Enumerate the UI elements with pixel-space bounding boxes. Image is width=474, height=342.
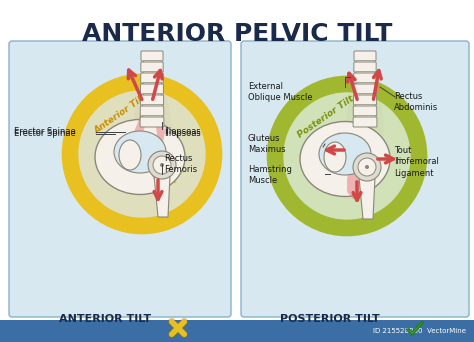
Text: ANTERIOR TILT: ANTERIOR TILT xyxy=(59,314,151,324)
Bar xyxy=(356,104,374,107)
Ellipse shape xyxy=(119,140,141,170)
Bar xyxy=(0,320,474,342)
Ellipse shape xyxy=(324,142,346,172)
Bar xyxy=(356,82,374,85)
Bar xyxy=(355,115,375,118)
Polygon shape xyxy=(125,67,156,162)
Polygon shape xyxy=(406,322,424,335)
FancyBboxPatch shape xyxy=(354,95,377,105)
Text: Tout
Iliofemoral
Ligament: Tout Iliofemoral Ligament xyxy=(394,146,439,177)
Polygon shape xyxy=(370,74,380,100)
Polygon shape xyxy=(154,175,170,217)
Ellipse shape xyxy=(95,119,185,195)
Circle shape xyxy=(153,156,171,174)
Bar xyxy=(143,82,161,85)
FancyBboxPatch shape xyxy=(140,117,164,127)
Circle shape xyxy=(283,92,411,220)
Bar xyxy=(143,71,161,74)
FancyBboxPatch shape xyxy=(241,41,469,317)
Bar xyxy=(143,60,161,63)
Bar xyxy=(142,115,162,118)
FancyBboxPatch shape xyxy=(141,62,163,72)
Polygon shape xyxy=(347,167,363,199)
Text: Iliopsoas: Iliopsoas xyxy=(164,128,201,136)
Text: Erector Spinae: Erector Spinae xyxy=(14,130,76,139)
FancyBboxPatch shape xyxy=(354,73,376,83)
Text: ANTERIOR PELVIC TILT: ANTERIOR PELVIC TILT xyxy=(82,22,392,46)
Text: POSTERIOR TILT: POSTERIOR TILT xyxy=(280,314,380,324)
FancyBboxPatch shape xyxy=(141,51,163,61)
Text: Rectus
Abdominis: Rectus Abdominis xyxy=(394,92,438,112)
FancyBboxPatch shape xyxy=(353,117,377,127)
Bar xyxy=(356,71,374,74)
Polygon shape xyxy=(325,132,350,174)
Ellipse shape xyxy=(319,133,371,175)
Polygon shape xyxy=(148,77,165,147)
Ellipse shape xyxy=(346,82,384,172)
Circle shape xyxy=(353,153,381,181)
FancyBboxPatch shape xyxy=(141,84,164,94)
Text: ID 215528800  VectorMine: ID 215528800 VectorMine xyxy=(373,328,466,334)
FancyBboxPatch shape xyxy=(140,106,164,116)
Ellipse shape xyxy=(300,121,390,197)
Circle shape xyxy=(358,158,376,176)
FancyBboxPatch shape xyxy=(140,95,164,105)
Text: Posterior Tilt: Posterior Tilt xyxy=(296,94,355,139)
Polygon shape xyxy=(143,147,168,192)
Text: Rectus
Femoris: Rectus Femoris xyxy=(164,154,197,174)
FancyBboxPatch shape xyxy=(354,84,376,94)
Bar xyxy=(143,93,162,96)
Bar xyxy=(356,93,374,96)
Text: Anterior Tilt: Anterior Tilt xyxy=(92,93,148,136)
Circle shape xyxy=(78,90,206,218)
Ellipse shape xyxy=(133,82,171,172)
FancyBboxPatch shape xyxy=(9,41,231,317)
Bar xyxy=(356,60,374,63)
Text: Gluteus
Maximus: Gluteus Maximus xyxy=(248,134,286,154)
Text: Iliopsoas: Iliopsoas xyxy=(164,130,201,139)
FancyBboxPatch shape xyxy=(353,106,377,116)
FancyBboxPatch shape xyxy=(354,62,376,72)
Polygon shape xyxy=(360,77,373,102)
Text: Erector Spinae: Erector Spinae xyxy=(14,128,76,136)
Text: External
Oblique Muscle: External Oblique Muscle xyxy=(248,82,313,102)
Ellipse shape xyxy=(114,131,166,173)
Bar xyxy=(142,104,162,107)
Circle shape xyxy=(365,165,369,169)
Circle shape xyxy=(160,163,164,167)
FancyBboxPatch shape xyxy=(354,51,376,61)
Text: Hamstring
Muscle: Hamstring Muscle xyxy=(248,165,292,185)
Polygon shape xyxy=(359,177,375,219)
FancyBboxPatch shape xyxy=(141,73,164,83)
Circle shape xyxy=(148,151,176,179)
